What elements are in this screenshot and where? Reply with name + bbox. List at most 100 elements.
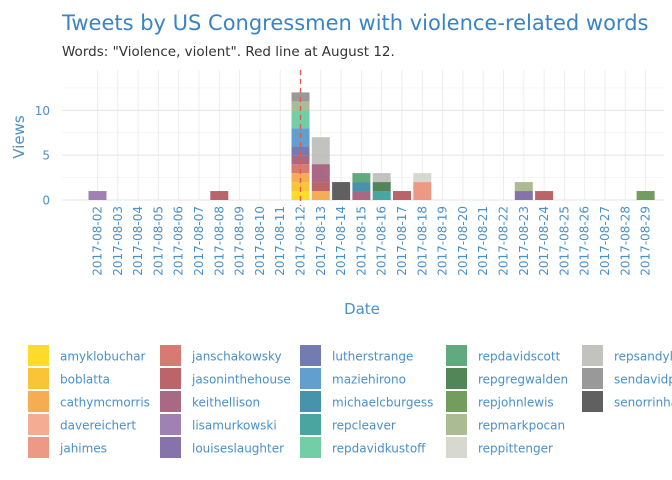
x-tick-label: 2017-08-09 bbox=[233, 206, 247, 276]
legend-label-repcleaver: repcleaver bbox=[332, 419, 396, 433]
chart-title: Tweets by US Congressmen with violence-r… bbox=[61, 11, 648, 35]
y-axis-ticks: 0 5 10 bbox=[35, 104, 50, 208]
x-tick-label: 2017-08-29 bbox=[639, 206, 653, 276]
bar-segment-sendavidperdue bbox=[291, 92, 310, 102]
x-axis-ticks: 2017-08-02 2017-08-03 2017-08-04 2017-08-05… bbox=[91, 206, 653, 276]
bar-segment-reppittenger bbox=[413, 173, 432, 183]
legend-label-cathymcmorris: cathymcmorris bbox=[60, 396, 150, 410]
legend-swatch-repdavidkustoff bbox=[300, 437, 321, 458]
legend-swatch-janschakowsky bbox=[160, 345, 181, 366]
x-tick-label: 2017-08-25 bbox=[557, 206, 571, 276]
legend-swatch-repjohnlewis bbox=[446, 391, 467, 412]
legend-label-reppittenger: reppittenger bbox=[478, 442, 553, 456]
x-tick-label: 2017-08-27 bbox=[598, 206, 612, 276]
y-axis-label: Views bbox=[10, 115, 28, 159]
x-tick-label: 2017-08-03 bbox=[111, 206, 125, 276]
x-tick-label: 2017-08-26 bbox=[578, 206, 592, 276]
legend-label-repsandylevin: repsandyle bbox=[614, 350, 672, 364]
legend: amyklobuchar boblatta cathymcmorris daverei… bbox=[28, 345, 672, 458]
bar-segment-repjohnlewis bbox=[636, 191, 655, 200]
x-tick-label: 2017-08-28 bbox=[618, 206, 632, 276]
legend-swatch-reppittenger bbox=[446, 437, 467, 458]
legend-swatch-jahimes bbox=[28, 437, 49, 458]
legend-label-michaelcburgess: michaelcburgess bbox=[332, 396, 433, 410]
y-tick-label: 0 bbox=[42, 194, 50, 208]
legend-label-janschakowsky: janschakowsky bbox=[191, 350, 282, 364]
x-tick-label: 2017-08-07 bbox=[192, 206, 206, 276]
x-tick-label: 2017-08-11 bbox=[273, 206, 287, 276]
x-tick-label: 2017-08-19 bbox=[436, 206, 450, 276]
bar-segment-cathymcmorris bbox=[291, 173, 310, 183]
legend-swatch-lutherstrange bbox=[300, 345, 321, 366]
legend-swatch-repcleaver bbox=[300, 414, 321, 435]
x-tick-label: 2017-08-05 bbox=[151, 206, 165, 276]
bar-segment-jahimes bbox=[413, 182, 432, 200]
legend-label-boblatta: boblatta bbox=[60, 373, 110, 387]
x-tick-label: 2017-08-12 bbox=[294, 206, 308, 276]
legend-label-lutherstrange: lutherstrange bbox=[332, 350, 413, 364]
chart-subtitle: Words: "Violence, violent". Red line at … bbox=[62, 44, 395, 60]
bar-segment-repmarkpocan bbox=[514, 182, 533, 192]
x-tick-label: 2017-08-24 bbox=[537, 206, 551, 276]
legend-label-repmarkpocan: repmarkpocan bbox=[478, 419, 565, 433]
bar-segment-michaelcburgess bbox=[352, 182, 371, 192]
y-tick-label: 10 bbox=[35, 104, 50, 118]
bar-segment-senorrinhatch bbox=[332, 182, 351, 200]
bar-segment-amyklobuchar bbox=[291, 191, 310, 200]
x-tick-label: 2017-08-10 bbox=[253, 206, 267, 276]
bar-segment-repsandylevin bbox=[311, 137, 330, 165]
x-tick-label: 2017-08-14 bbox=[334, 206, 348, 276]
legend-swatch-repgregwalden bbox=[446, 368, 467, 389]
bar-segment-lutherstrange bbox=[291, 146, 310, 156]
legend-label-repdavidscott: repdavidscott bbox=[478, 350, 561, 364]
bar-segment-keithellison bbox=[352, 191, 371, 200]
x-tick-label: 2017-08-22 bbox=[497, 206, 511, 276]
legend-swatch-jasoninthehouse bbox=[160, 368, 181, 389]
x-tick-label: 2017-08-23 bbox=[517, 206, 531, 276]
bar-segment-repsandylevin bbox=[372, 173, 391, 183]
legend-swatch-repdavidscott bbox=[446, 345, 467, 366]
x-tick-label: 2017-08-06 bbox=[172, 206, 186, 276]
legend-swatch-davereichert bbox=[28, 414, 49, 435]
x-tick-label: 2017-08-02 bbox=[91, 206, 105, 276]
legend-label-jahimes: jahimes bbox=[59, 442, 107, 456]
legend-label-jasoninthehouse: jasoninthehouse bbox=[191, 373, 291, 387]
legend-label-davereichert: davereichert bbox=[60, 419, 136, 433]
legend-swatch-repmarkpocan bbox=[446, 414, 467, 435]
x-tick-label: 2017-08-13 bbox=[314, 206, 328, 276]
bar-segment-repgregwalden bbox=[372, 182, 391, 192]
x-tick-label: 2017-08-08 bbox=[212, 206, 226, 276]
x-tick-label: 2017-08-16 bbox=[375, 206, 389, 276]
legend-swatch-amyklobuchar bbox=[28, 345, 49, 366]
bar-segment-repdavidscott bbox=[352, 173, 371, 183]
bar-segment-repcleaver bbox=[372, 191, 391, 200]
bar-segment-jasoninthehouse bbox=[393, 191, 411, 200]
bar-segment-cathymcmorris bbox=[311, 191, 330, 200]
bar-segment-boblatta bbox=[291, 182, 310, 192]
legend-swatch-maziehirono bbox=[300, 368, 321, 389]
legend-label-maziehirono: maziehirono bbox=[332, 373, 406, 387]
bar-segment-louiseslaughter bbox=[514, 191, 533, 200]
bar-segment-jasoninthehouse bbox=[311, 182, 330, 192]
x-tick-label: 2017-08-21 bbox=[476, 206, 490, 276]
y-tick-label: 5 bbox=[42, 149, 50, 163]
legend-label-repjohnlewis: repjohnlewis bbox=[478, 396, 554, 410]
legend-label-amyklobuchar: amyklobuchar bbox=[60, 350, 146, 364]
legend-swatch-cathymcmorris bbox=[28, 391, 49, 412]
x-axis-label: Date bbox=[344, 300, 380, 318]
legend-swatch-sendavidperdue bbox=[582, 368, 603, 389]
legend-label-repdavidkustoff: repdavidkustoff bbox=[332, 442, 426, 456]
bar-segment-keithellison bbox=[311, 164, 330, 183]
legend-label-lisamurkowski: lisamurkowski bbox=[192, 419, 277, 433]
legend-label-louiseslaughter: louiseslaughter bbox=[192, 442, 284, 456]
legend-swatch-boblatta bbox=[28, 368, 49, 389]
bar-segment-jasoninthehouse bbox=[535, 191, 554, 200]
x-tick-label: 2017-08-17 bbox=[395, 206, 409, 276]
legend-swatch-michaelcburgess bbox=[300, 391, 321, 412]
bar-segment-keithellison bbox=[291, 155, 310, 165]
legend-label-repgregwalden: repgregwalden bbox=[478, 373, 568, 387]
legend-swatch-louiseslaughter bbox=[160, 437, 181, 458]
bars bbox=[88, 92, 655, 200]
legend-swatch-repsandylevin bbox=[582, 345, 603, 366]
